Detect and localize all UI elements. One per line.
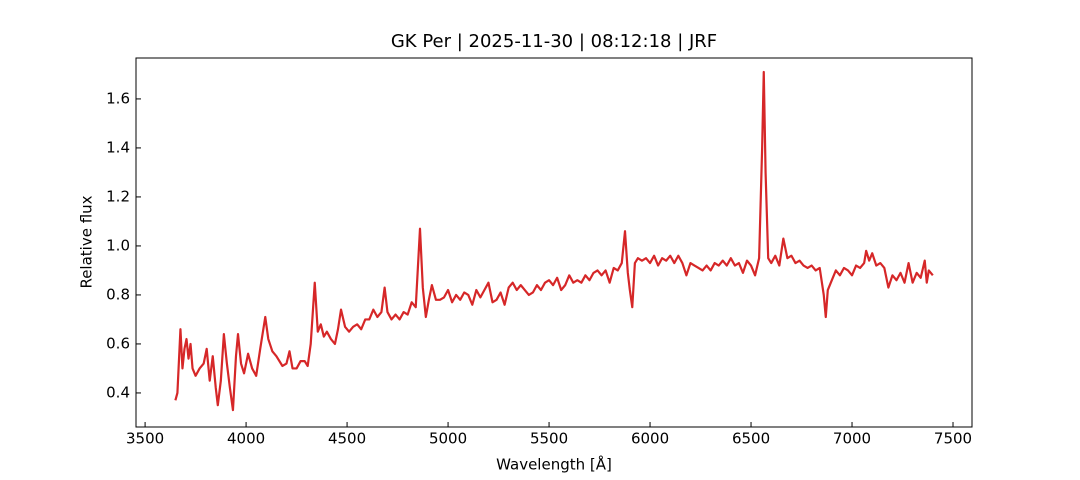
y-tick-label: 0.4 xyxy=(106,383,130,401)
x-tick-label: 3500 xyxy=(126,430,164,448)
x-tick-label: 6000 xyxy=(631,430,669,448)
x-tick-label: 5500 xyxy=(530,430,568,448)
x-tick-label: 5000 xyxy=(429,430,467,448)
y-tick-label: 0.6 xyxy=(106,334,130,352)
y-tick-label: 1.4 xyxy=(106,138,130,156)
chart-title: GK Per | 2025-11-30 | 08:12:18 | JRF xyxy=(391,31,717,52)
y-axis-label: Relative flux xyxy=(78,195,96,288)
x-axis-label: Wavelength [Å] xyxy=(496,455,612,474)
spectrum-line xyxy=(174,70,934,412)
x-tick-label: 7500 xyxy=(934,430,972,448)
y-tick-label: 1.6 xyxy=(106,89,130,107)
y-tick-label: 1.0 xyxy=(106,236,130,254)
y-tick-label: 1.2 xyxy=(106,187,130,205)
x-tick-label: 7000 xyxy=(833,430,871,448)
x-tick-label: 4500 xyxy=(328,430,366,448)
x-tick-label: 6500 xyxy=(732,430,770,448)
plot-frame xyxy=(135,57,973,428)
y-tick-label: 0.8 xyxy=(106,285,130,303)
x-tick-label: 4000 xyxy=(227,430,265,448)
